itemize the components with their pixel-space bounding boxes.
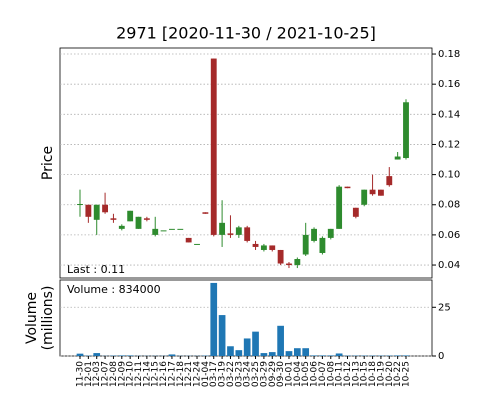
volume-bar: [235, 350, 242, 356]
candle-body: [94, 205, 100, 220]
candle-body: [219, 223, 225, 235]
candle-body: [286, 264, 292, 266]
candle-body: [253, 244, 259, 247]
volume-bar: [286, 351, 293, 356]
candle-body: [136, 217, 142, 229]
candle-body: [152, 229, 158, 235]
volume-bar: [210, 283, 217, 356]
volume-bar: [93, 353, 100, 356]
candle-body: [127, 211, 133, 222]
y-tick-label: 0.12: [438, 139, 460, 150]
volume-bar: [227, 346, 234, 356]
candle-body: [228, 233, 234, 235]
volume-label: Volume : 834000: [67, 283, 161, 296]
price-frame: [60, 48, 432, 278]
volume-bar: [336, 353, 343, 356]
volume-bar: [244, 338, 251, 356]
candle-body: [261, 245, 267, 250]
volume-bar: [77, 354, 84, 356]
candle-body: [345, 187, 351, 189]
candle-body: [353, 208, 359, 217]
volume-bar: [302, 348, 309, 356]
price-axis-label: Price: [40, 146, 56, 180]
candle-body: [144, 218, 150, 220]
y-tick-label: 25: [438, 302, 451, 313]
candle-body: [294, 259, 300, 265]
candle-body: [328, 229, 334, 238]
candle-body: [186, 238, 192, 243]
volume-bar: [403, 355, 410, 356]
y-tick-label: 0.04: [438, 260, 460, 271]
candle-body: [395, 157, 401, 160]
y-tick-label: 0: [438, 351, 444, 362]
candle-body: [386, 176, 392, 185]
candle-body: [177, 229, 183, 230]
candle-body: [119, 226, 125, 229]
y-tick-label: 0.10: [438, 170, 460, 181]
candle-body: [161, 230, 167, 231]
candle-body: [303, 235, 309, 255]
candle-body: [361, 190, 367, 205]
volume-bar: [327, 355, 334, 356]
candle-body: [370, 190, 376, 195]
candle-body: [319, 238, 325, 253]
candle-body: [236, 227, 242, 235]
volume-bar: [294, 348, 301, 356]
candle-body: [244, 227, 250, 241]
y-tick-label: 0.08: [438, 200, 460, 211]
volume-axis-label: Volume: [24, 292, 40, 344]
candle-body: [194, 244, 200, 245]
candle-body: [77, 204, 83, 205]
y-tick-label: 0.16: [438, 79, 460, 90]
candle-body: [311, 229, 317, 241]
y-tick-label: 0.18: [438, 49, 460, 60]
volume-bar: [311, 355, 318, 356]
volume-bar: [252, 332, 259, 356]
candle-body: [403, 102, 409, 158]
volume-bar: [319, 355, 326, 356]
volume-bar: [269, 352, 276, 356]
candle-body: [336, 187, 342, 229]
candle-body: [102, 205, 108, 213]
candle-body: [378, 190, 384, 196]
volume-bar: [127, 355, 134, 356]
volume-axis-label: (millions): [40, 286, 56, 351]
candle-body: [169, 229, 175, 230]
y-tick-label: 0.14: [438, 109, 460, 120]
volume-bar: [219, 315, 226, 356]
volume-bar: [118, 355, 125, 356]
chart-title: 2971 [2020-11-30 / 2021-10-25]: [116, 24, 376, 43]
x-tick-label: 10-25: [402, 361, 412, 387]
candle-body: [111, 218, 117, 220]
volume-bar: [169, 354, 176, 356]
candle-body: [202, 212, 208, 214]
candle-body: [269, 245, 275, 250]
volume-bar: [394, 355, 401, 356]
y-tick-label: 0.06: [438, 230, 460, 241]
volume-bar: [277, 326, 284, 356]
candle-body: [278, 250, 284, 264]
candle-body: [85, 205, 91, 217]
volume-bar: [261, 353, 268, 356]
candle-body: [211, 59, 217, 235]
